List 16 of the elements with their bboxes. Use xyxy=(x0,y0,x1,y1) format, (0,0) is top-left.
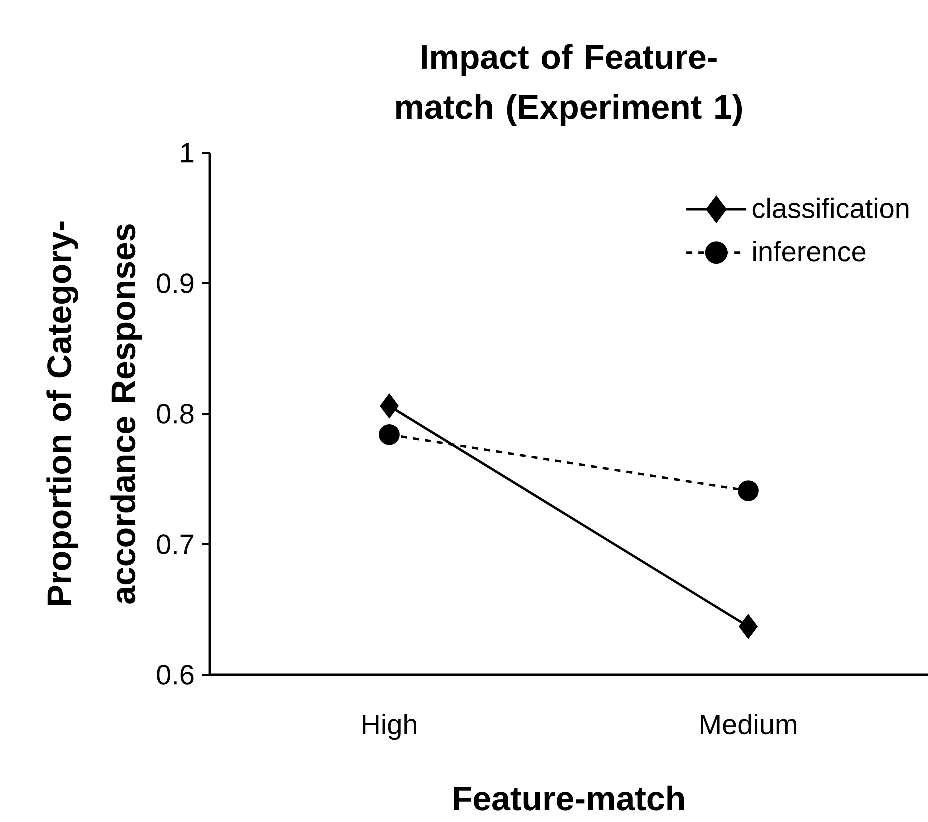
x-axis-title: Feature-match xyxy=(454,786,684,811)
legend-label: inference xyxy=(754,241,866,262)
y-tick-label: 0.6 xyxy=(157,665,194,685)
y-axis-title: Proportion of Category-accordance Responses xyxy=(46,222,142,606)
chart-title: Impact of Feature-match (Experiment 1) xyxy=(396,44,742,126)
point xyxy=(738,480,759,502)
y-tick-label: 1 xyxy=(182,143,194,163)
legend-label: classification xyxy=(752,198,909,218)
point xyxy=(739,614,758,640)
y-tick-label: 0.8 xyxy=(157,404,194,424)
y-tick-label: 0.9 xyxy=(157,274,194,294)
y-tick-label: 0.7 xyxy=(157,534,194,554)
point xyxy=(379,424,400,446)
x-tick-label: High xyxy=(363,714,416,740)
point xyxy=(380,394,399,419)
x-tick-label: Medium xyxy=(701,714,796,735)
